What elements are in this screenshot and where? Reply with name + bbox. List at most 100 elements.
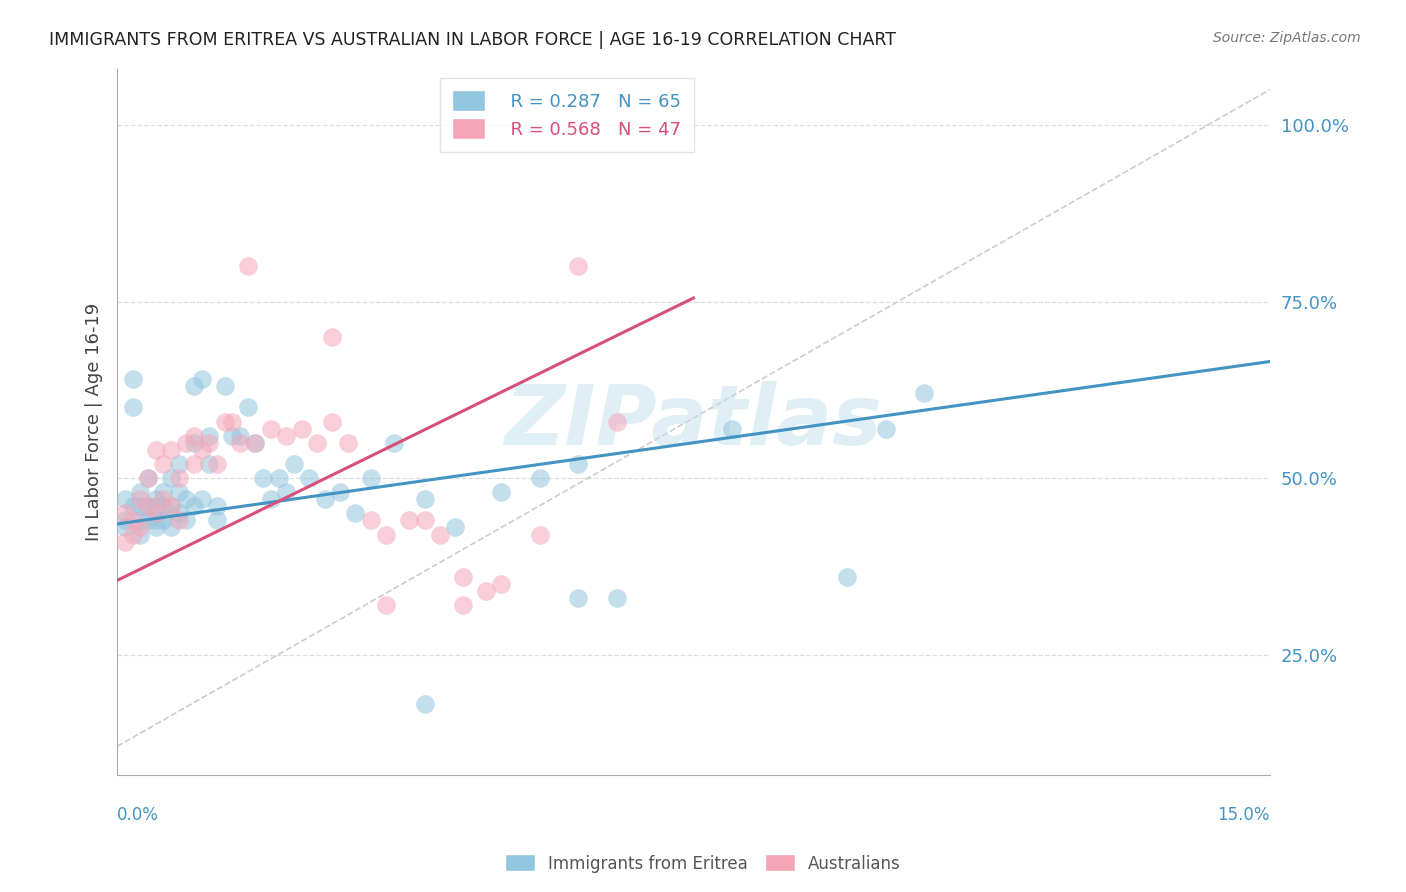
Point bbox=[205, 500, 228, 514]
Point bbox=[221, 415, 243, 429]
Point bbox=[245, 435, 267, 450]
Text: IMMIGRANTS FROM ERITREA VS AUSTRALIAN IN LABOR FORCE | AGE 16-19 CORRELATION CHA: IMMIGRANTS FROM ERITREA VS AUSTRALIAN IN… bbox=[49, 31, 896, 49]
Text: 0.0%: 0.0% bbox=[117, 806, 159, 824]
Point bbox=[912, 386, 935, 401]
Point bbox=[198, 457, 221, 471]
Point bbox=[190, 492, 212, 507]
Point bbox=[444, 520, 467, 534]
Point bbox=[176, 492, 198, 507]
Point bbox=[214, 379, 236, 393]
Point bbox=[145, 520, 167, 534]
Point bbox=[413, 513, 436, 527]
Point bbox=[152, 500, 174, 514]
Point bbox=[136, 471, 159, 485]
Point bbox=[245, 435, 267, 450]
Point bbox=[160, 471, 183, 485]
Point bbox=[198, 428, 221, 442]
Point bbox=[260, 492, 283, 507]
Point bbox=[529, 527, 551, 541]
Point bbox=[475, 584, 498, 599]
Point bbox=[875, 422, 897, 436]
Point bbox=[260, 422, 283, 436]
Point bbox=[160, 520, 183, 534]
Point bbox=[167, 457, 190, 471]
Point bbox=[236, 401, 259, 415]
Point bbox=[382, 435, 405, 450]
Point bbox=[321, 415, 343, 429]
Point bbox=[121, 513, 143, 527]
Legend:   R = 0.287   N = 65,   R = 0.568   N = 47: R = 0.287 N = 65, R = 0.568 N = 47 bbox=[440, 78, 693, 152]
Point bbox=[491, 485, 513, 500]
Point bbox=[837, 570, 859, 584]
Point bbox=[183, 457, 205, 471]
Point bbox=[129, 492, 152, 507]
Point bbox=[276, 485, 298, 500]
Point bbox=[183, 428, 205, 442]
Point bbox=[360, 513, 382, 527]
Point bbox=[276, 428, 298, 442]
Point bbox=[183, 500, 205, 514]
Point bbox=[129, 520, 152, 534]
Point bbox=[136, 500, 159, 514]
Point bbox=[145, 506, 167, 520]
Point bbox=[129, 513, 152, 527]
Point bbox=[136, 513, 159, 527]
Point bbox=[321, 330, 343, 344]
Legend: Immigrants from Eritrea, Australians: Immigrants from Eritrea, Australians bbox=[498, 847, 908, 880]
Point bbox=[252, 471, 274, 485]
Point bbox=[114, 520, 136, 534]
Point bbox=[152, 492, 174, 507]
Point bbox=[413, 697, 436, 711]
Point bbox=[606, 591, 628, 605]
Text: ZIPatlas: ZIPatlas bbox=[505, 381, 883, 462]
Point bbox=[114, 506, 136, 520]
Point bbox=[429, 527, 451, 541]
Point bbox=[398, 513, 420, 527]
Point bbox=[121, 500, 143, 514]
Point bbox=[721, 422, 744, 436]
Point bbox=[136, 471, 159, 485]
Point bbox=[114, 534, 136, 549]
Point bbox=[176, 513, 198, 527]
Point bbox=[567, 591, 589, 605]
Point bbox=[145, 442, 167, 457]
Point bbox=[152, 457, 174, 471]
Point bbox=[121, 527, 143, 541]
Point bbox=[229, 435, 252, 450]
Point bbox=[160, 500, 183, 514]
Point bbox=[183, 379, 205, 393]
Point bbox=[145, 513, 167, 527]
Point bbox=[121, 372, 143, 386]
Point bbox=[160, 500, 183, 514]
Point bbox=[567, 259, 589, 273]
Y-axis label: In Labor Force | Age 16-19: In Labor Force | Age 16-19 bbox=[86, 302, 103, 541]
Text: 15.0%: 15.0% bbox=[1218, 806, 1270, 824]
Point bbox=[176, 435, 198, 450]
Point bbox=[167, 471, 190, 485]
Point bbox=[305, 435, 328, 450]
Point bbox=[329, 485, 352, 500]
Point bbox=[205, 457, 228, 471]
Point bbox=[529, 471, 551, 485]
Point bbox=[451, 598, 474, 612]
Point bbox=[375, 527, 398, 541]
Point bbox=[567, 457, 589, 471]
Text: Source: ZipAtlas.com: Source: ZipAtlas.com bbox=[1213, 31, 1361, 45]
Point bbox=[298, 471, 321, 485]
Point bbox=[167, 513, 190, 527]
Point bbox=[167, 506, 190, 520]
Point bbox=[121, 401, 143, 415]
Point bbox=[236, 259, 259, 273]
Point bbox=[114, 513, 136, 527]
Point bbox=[229, 428, 252, 442]
Point bbox=[198, 435, 221, 450]
Point bbox=[314, 492, 336, 507]
Point bbox=[136, 500, 159, 514]
Point bbox=[190, 442, 212, 457]
Point bbox=[145, 500, 167, 514]
Point bbox=[375, 598, 398, 612]
Point bbox=[160, 442, 183, 457]
Point bbox=[413, 492, 436, 507]
Point bbox=[129, 500, 152, 514]
Point bbox=[221, 428, 243, 442]
